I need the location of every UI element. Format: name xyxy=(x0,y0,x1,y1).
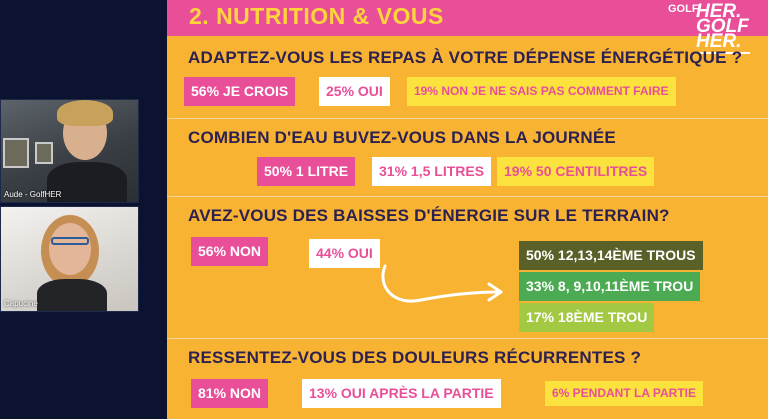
video-tile-aude[interactable]: Aude - GolfHER xyxy=(0,99,139,203)
answer-chip: 31% 1,5 LITRES xyxy=(372,157,492,186)
video-tile-capucine[interactable]: Capucine xyxy=(0,206,139,312)
participant-hair xyxy=(57,100,113,126)
question-2: COMBIEN D'EAU BUVEZ-VOUS DANS LA JOURNÉE xyxy=(188,128,616,147)
section-divider xyxy=(167,338,768,339)
participant-face xyxy=(49,223,91,275)
answer-chip: 56% JE CROIS xyxy=(184,77,296,106)
participant-body xyxy=(37,279,107,311)
answer-chip: 56% NON xyxy=(191,237,269,266)
sub-answer-chip: 50% 12,13,14ÈME TROUS xyxy=(519,241,703,270)
answer-chip: 50% 1 LITRE xyxy=(257,157,356,186)
presentation-slide: 2. NUTRITION & VOUS GOLF HER. GOLF HER. … xyxy=(167,0,768,419)
sub-answer-chip: 17% 18ÈME TROU xyxy=(519,303,655,332)
participant-body xyxy=(47,162,127,202)
slide-title: 2. NUTRITION & VOUS xyxy=(189,3,444,29)
wall-picture xyxy=(35,142,53,164)
answer-chip: 6% PENDANT LA PARTIE xyxy=(545,381,704,406)
glasses-icon xyxy=(51,237,89,245)
answer-chip: 13% OUI APRÈS LA PARTIE xyxy=(302,379,501,408)
question-3: AVEZ-VOUS DES BAISSES D'ÉNERGIE SUR LE T… xyxy=(188,206,670,225)
question-4: RESSENTEZ-VOUS DES DOULEURS RÉCURRENTES … xyxy=(188,348,642,367)
answer-chip: 25% OUI xyxy=(319,77,390,106)
logo-big-text: HER. GOLF HER. xyxy=(696,1,749,52)
answer-chip: 81% NON xyxy=(191,379,269,408)
answer-chip: 19% NON JE NE SAIS PAS COMMENT FAIRE xyxy=(407,77,676,106)
curved-arrow-icon xyxy=(381,264,503,303)
section-divider xyxy=(167,118,768,119)
sub-answer-chip: 33% 8, 9,10,11ÈME TROU xyxy=(519,272,701,301)
participant-name-label: Aude - GolfHER xyxy=(4,190,62,199)
answer-chip: 44% OUI xyxy=(309,239,380,268)
participant-name-label: Capucine xyxy=(4,299,38,308)
wall-picture xyxy=(3,138,29,168)
question-1: ADAPTEZ-VOUS LES REPAS À VOTRE DÉPENSE É… xyxy=(188,48,743,67)
logo-small-text: GOLF xyxy=(668,3,699,15)
logo-underline xyxy=(698,52,750,54)
slide-title-bar: 2. NUTRITION & VOUS xyxy=(167,0,768,36)
answer-chip: 19% 50 CENTILITRES xyxy=(497,157,655,186)
section-divider xyxy=(167,196,768,197)
golfher-logo: GOLF HER. GOLF HER. xyxy=(666,2,756,54)
